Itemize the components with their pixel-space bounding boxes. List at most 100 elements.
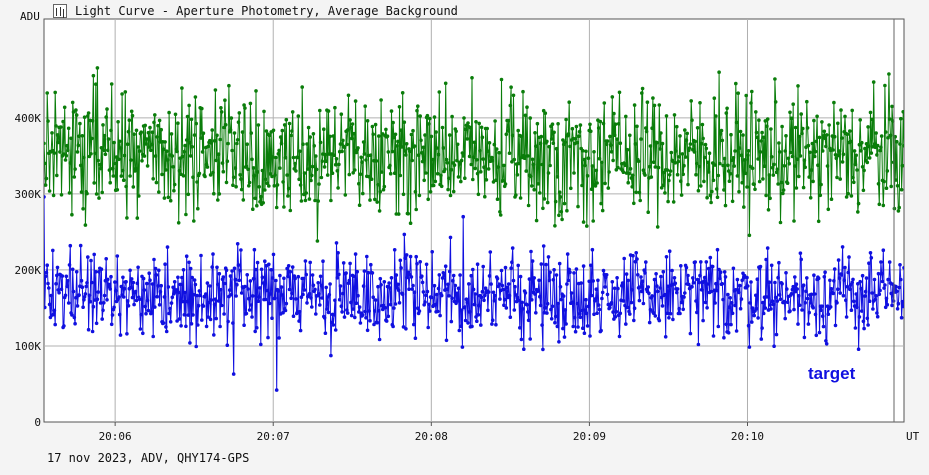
data-point [647, 320, 652, 325]
data-point [557, 213, 561, 218]
data-point [420, 280, 425, 285]
data-point [783, 316, 787, 321]
data-point [489, 282, 493, 286]
data-point [625, 147, 630, 152]
data-point [267, 184, 271, 188]
data-point [756, 316, 760, 320]
data-point [107, 168, 112, 172]
data-point [825, 164, 830, 168]
data-point [461, 214, 466, 219]
series-target [44, 195, 904, 392]
data-point [314, 167, 319, 172]
data-point [734, 120, 739, 125]
data-point [681, 307, 685, 312]
data-point [132, 132, 136, 136]
data-point [603, 285, 607, 289]
data-point [726, 331, 731, 335]
data-point [399, 128, 403, 132]
data-point [53, 90, 57, 95]
data-point [129, 277, 134, 281]
data-point [526, 318, 531, 323]
data-point [135, 216, 140, 220]
data-point [222, 312, 226, 316]
data-point [741, 133, 745, 137]
data-point [654, 272, 658, 276]
data-point [90, 136, 94, 141]
data-point [398, 173, 403, 178]
data-point [546, 171, 551, 175]
data-point [879, 145, 883, 150]
data-point [471, 177, 475, 182]
data-point [557, 340, 561, 344]
data-point [306, 167, 310, 171]
data-point [816, 276, 821, 281]
data-point [572, 171, 576, 175]
data-point [307, 197, 312, 201]
data-point [612, 133, 617, 137]
data-point [437, 90, 442, 94]
data-point [298, 183, 303, 187]
data-point [331, 134, 336, 138]
data-point [75, 304, 80, 308]
data-point [365, 254, 369, 259]
data-point [612, 286, 617, 291]
data-point [644, 126, 648, 130]
data-point [173, 112, 178, 117]
data-point [191, 313, 195, 317]
data-point [373, 197, 377, 202]
data-point [420, 274, 424, 279]
data-point [244, 164, 249, 169]
data-point [307, 292, 312, 296]
data-point [62, 105, 67, 110]
data-point [71, 289, 76, 294]
data-point [488, 250, 493, 254]
data-point [159, 283, 163, 288]
data-point [425, 289, 430, 294]
data-point [714, 288, 719, 293]
data-point [852, 149, 857, 153]
data-point [615, 276, 619, 280]
data-point [282, 123, 287, 127]
data-point [682, 295, 686, 299]
data-point [783, 149, 787, 153]
data-point [853, 326, 858, 330]
data-point [717, 267, 721, 272]
data-point [341, 138, 345, 143]
data-point [716, 173, 721, 178]
data-point [309, 178, 313, 183]
data-point [709, 200, 713, 205]
data-point [557, 190, 562, 194]
data-point [221, 169, 226, 174]
data-point [740, 180, 744, 185]
data-point [512, 157, 517, 162]
data-point [842, 278, 846, 283]
x-axis-label: UT [906, 430, 920, 443]
data-point [844, 315, 849, 319]
data-point [598, 119, 603, 124]
data-point [145, 298, 150, 303]
data-point [597, 307, 602, 312]
data-point [408, 149, 412, 154]
data-point [351, 307, 356, 311]
data-point [768, 303, 772, 307]
data-point [174, 288, 179, 292]
data-point [157, 303, 162, 307]
data-point [824, 144, 828, 149]
data-point [708, 193, 713, 197]
data-point [130, 295, 135, 300]
data-point [86, 255, 90, 259]
data-point [247, 180, 252, 185]
data-point [705, 306, 709, 310]
data-point [834, 156, 839, 160]
data-point [530, 259, 535, 263]
data-point [276, 289, 281, 293]
data-point [428, 190, 433, 194]
data-point [813, 149, 818, 154]
data-point [510, 133, 515, 138]
data-point [271, 128, 276, 133]
chart-icon[interactable] [53, 4, 67, 18]
data-point [402, 120, 407, 124]
data-point [755, 135, 760, 140]
data-point [864, 276, 869, 280]
data-point [844, 298, 848, 303]
